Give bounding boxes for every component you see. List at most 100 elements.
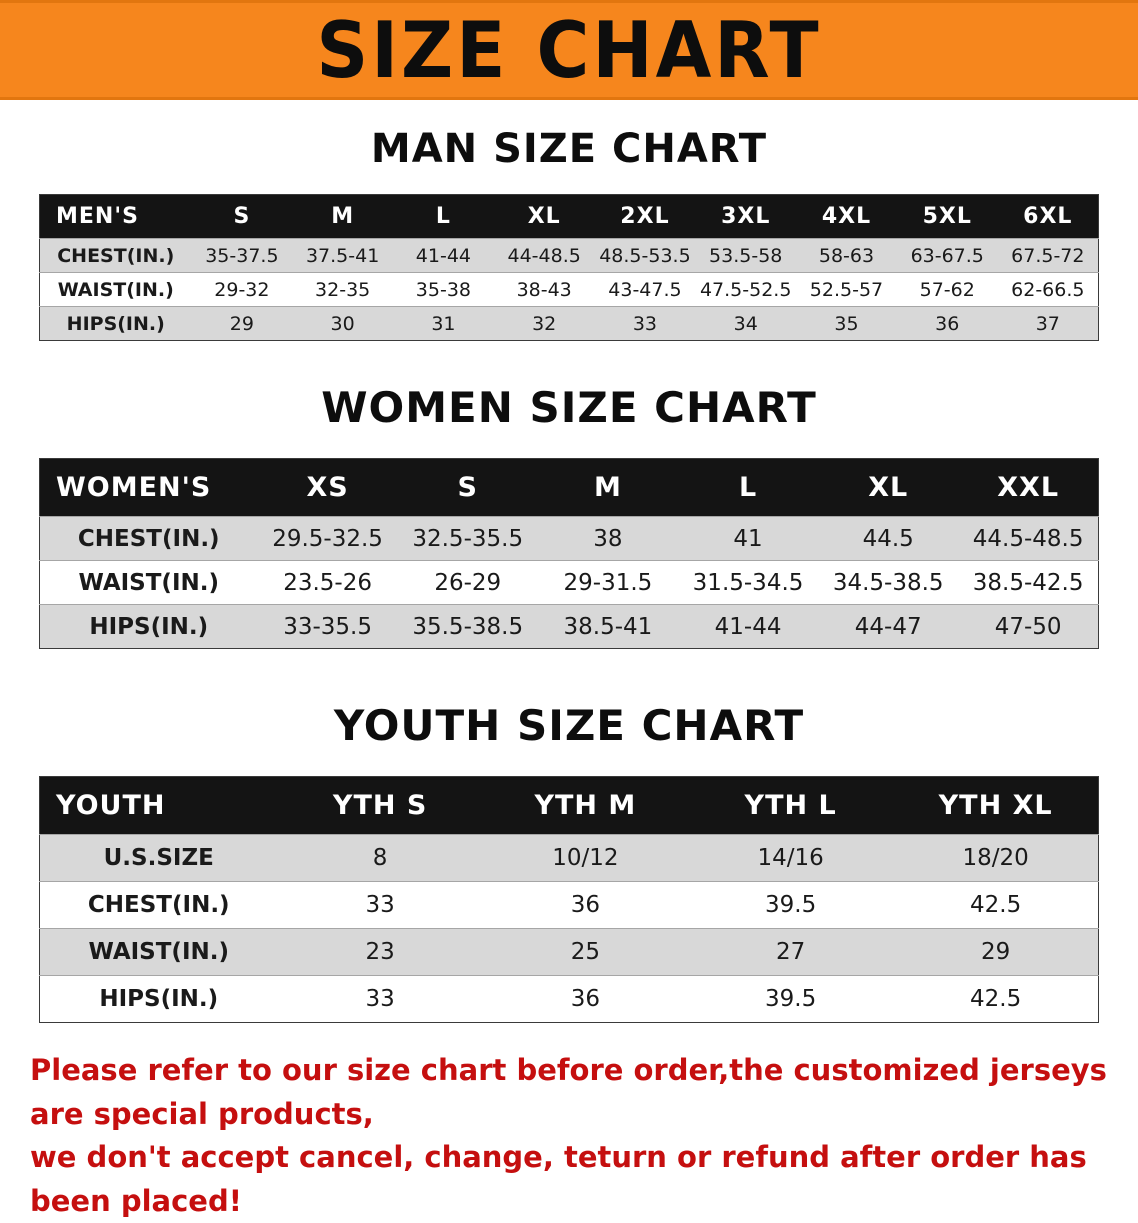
size-column-header: XS [257,458,398,517]
size-value: 67.5-72 [997,238,1099,273]
row-label: CHEST(IN.) [39,881,278,929]
table-title-cell: YOUTH [39,776,278,835]
size-value: 44-47 [818,604,959,649]
size-value: 47.5-52.5 [695,272,797,307]
size-value: 36 [482,975,688,1023]
women-size-table: WOMEN'S XS S M L XL XXL CHEST(IN.) 29.5-32.5 32.5… [39,458,1099,649]
size-value: 38.5-41 [537,604,678,649]
size-value: 33 [277,881,483,929]
row-label: CHEST(IN.) [39,516,258,561]
youth-size-table: YOUTH YTH S YTH M YTH L YTH XL U.S.SIZE 8 10/12… [39,776,1099,1023]
size-value: 52.5-57 [796,272,897,307]
size-column-header: M [292,194,394,239]
size-value: 37 [997,306,1099,341]
size-column-header: S [397,458,538,517]
size-chart-banner: SIZE CHART [0,0,1138,100]
size-column-header: L [393,194,494,239]
size-value: 32 [493,306,595,341]
row-label: WAIST(IN.) [39,928,278,976]
size-column-header: YTH M [482,776,688,835]
table-row: WAIST(IN.) 29-32 32-35 35-38 38-43 43-47.5 47.… [39,272,1099,307]
header-row: MEN'S S M L XL 2XL 3XL 4XL 5XL 6XL [39,194,1099,239]
size-value: 8 [277,834,483,882]
row-label: HIPS(IN.) [39,306,192,341]
size-value: 35-38 [393,272,494,307]
size-value: 18/20 [893,834,1099,882]
size-value: 53.5-58 [695,238,797,273]
size-value: 29 [893,928,1099,976]
size-value: 27 [688,928,894,976]
size-value: 34.5-38.5 [818,560,959,605]
table-row: CHEST(IN.) 29.5-32.5 32.5-35.5 38 41 44.5 44.5… [39,516,1099,561]
size-value: 38 [537,516,678,561]
size-value: 37.5-41 [292,238,394,273]
size-value: 14/16 [688,834,894,882]
row-label: WAIST(IN.) [39,560,258,605]
table-title-cell: MEN'S [39,194,192,239]
disclaimer-line-2: we don't accept cancel, change, teturn o… [30,1140,1087,1218]
size-value: 29-32 [191,272,293,307]
size-column-header: 2XL [594,194,696,239]
header-row: YOUTH YTH S YTH M YTH L YTH XL [39,776,1099,835]
size-column-header: S [191,194,293,239]
size-value: 29.5-32.5 [257,516,398,561]
size-value: 41-44 [393,238,494,273]
size-column-header: 6XL [997,194,1099,239]
size-column-header: 4XL [796,194,897,239]
men-chart-heading: MAN SIZE CHART [370,126,768,172]
size-value: 33 [594,306,696,341]
table-row: WAIST(IN.) 23 25 27 29 [39,928,1099,976]
row-label: HIPS(IN.) [39,975,278,1023]
size-value: 29 [191,306,293,341]
size-value: 63-67.5 [896,238,998,273]
size-value: 32-35 [292,272,394,307]
table-title-cell: WOMEN'S [39,458,258,517]
size-value: 39.5 [688,975,894,1023]
size-value: 44.5-48.5 [958,516,1099,561]
size-value: 26-29 [397,560,538,605]
table-row: HIPS(IN.) 33 36 39.5 42.5 [39,975,1099,1023]
size-value: 57-62 [896,272,998,307]
size-value: 39.5 [688,881,894,929]
table-row: CHEST(IN.) 35-37.5 37.5-41 41-44 44-48.5 48.5… [39,238,1099,273]
row-label: CHEST(IN.) [39,238,192,273]
size-value: 36 [896,306,998,341]
size-column-header: L [677,458,819,517]
size-value: 10/12 [482,834,688,882]
women-chart-heading: WOMEN SIZE CHART [321,383,817,432]
table-row: CHEST(IN.) 33 36 39.5 42.5 [39,881,1099,929]
header-row: WOMEN'S XS S M L XL XXL [39,458,1099,517]
size-column-header: YTH L [688,776,894,835]
men-size-section: MAN SIZE CHART MEN'S S M L XL 2XL 3XL 4XL 5XL 6XL… [0,126,1138,341]
size-value: 29-31.5 [537,560,678,605]
size-value: 43-47.5 [594,272,696,307]
size-value: 38-43 [493,272,595,307]
size-value: 33 [277,975,483,1023]
size-column-header: YTH S [277,776,483,835]
disclaimer: Please refer to our size chart before or… [0,1049,1138,1223]
size-value: 44.5 [818,516,959,561]
size-column-header: M [537,458,678,517]
size-value: 30 [292,306,394,341]
size-value: 23.5-26 [257,560,398,605]
size-column-header: 5XL [896,194,998,239]
size-value: 47-50 [958,604,1099,649]
row-label: U.S.SIZE [39,834,278,882]
size-chart-title: SIZE CHART [316,4,822,96]
size-value: 41 [677,516,819,561]
size-value: 62-66.5 [997,272,1099,307]
size-value: 38.5-42.5 [958,560,1099,605]
women-size-section: WOMEN SIZE CHART WOMEN'S XS S M L XL XXL CHEST(… [0,383,1138,649]
size-value: 42.5 [893,881,1099,929]
size-value: 35 [796,306,897,341]
table-row: HIPS(IN.) 33-35.5 35.5-38.5 38.5-41 41-44 44-… [39,604,1099,649]
size-value: 35-37.5 [191,238,293,273]
row-label: WAIST(IN.) [39,272,192,307]
table-row: HIPS(IN.) 29 30 31 32 33 34 35 36 37 [39,306,1099,341]
size-column-header: XL [493,194,595,239]
size-column-header: YTH XL [893,776,1099,835]
size-value: 34 [695,306,797,341]
size-value: 31 [393,306,494,341]
size-column-header: 3XL [695,194,797,239]
youth-size-section: YOUTH SIZE CHART YOUTH YTH S YTH M YTH L YTH… [0,701,1138,1023]
